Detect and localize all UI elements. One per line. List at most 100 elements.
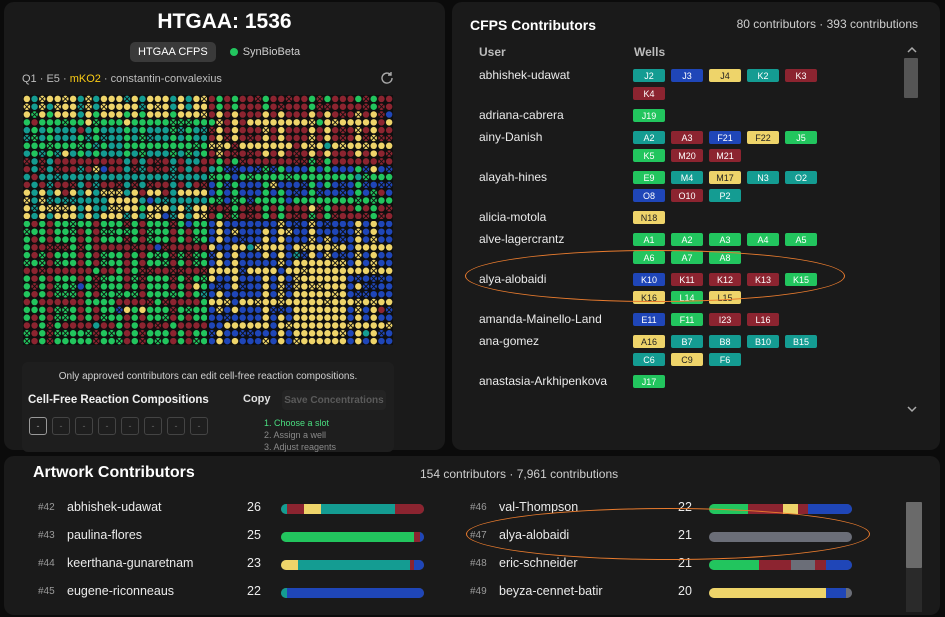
plate-well[interactable] <box>216 181 223 189</box>
plate-well[interactable] <box>262 251 270 259</box>
plate-well[interactable] <box>77 251 85 259</box>
plate-well[interactable] <box>193 173 200 181</box>
plate-well[interactable] <box>162 283 169 290</box>
plate-well[interactable] <box>31 158 38 165</box>
plate-well[interactable] <box>100 212 108 220</box>
plate-well[interactable] <box>247 267 254 275</box>
plate-well[interactable] <box>31 337 38 345</box>
plate-well[interactable] <box>239 322 246 329</box>
plate-well[interactable] <box>285 142 293 150</box>
plate-well[interactable] <box>123 290 131 298</box>
plate-well[interactable] <box>193 189 200 196</box>
plate-well[interactable] <box>92 290 100 298</box>
plate-well[interactable] <box>39 322 46 329</box>
plate-well[interactable] <box>108 290 115 298</box>
well-tag[interactable]: E9 <box>633 171 665 184</box>
plate-well[interactable] <box>193 205 200 212</box>
plate-well[interactable] <box>308 197 316 204</box>
plate-well[interactable] <box>316 337 324 345</box>
plate-well[interactable] <box>193 95 200 103</box>
plate-well[interactable] <box>162 275 169 282</box>
plate-well[interactable] <box>108 126 115 134</box>
plate-well[interactable] <box>146 150 154 157</box>
plate-well[interactable] <box>347 212 354 220</box>
plate-well[interactable] <box>170 244 177 251</box>
plate-well[interactable] <box>185 259 192 267</box>
plate-well[interactable] <box>92 267 100 275</box>
plate-well[interactable] <box>324 337 331 345</box>
plate-well[interactable] <box>362 298 370 306</box>
plate-well[interactable] <box>123 259 131 267</box>
plate-well[interactable] <box>355 142 362 150</box>
plate-well[interactable] <box>92 314 100 321</box>
plate-well[interactable] <box>378 189 385 196</box>
plate-well[interactable] <box>185 142 192 150</box>
plate-well[interactable] <box>355 205 362 212</box>
plate-well[interactable] <box>131 126 139 134</box>
plate-well[interactable] <box>139 283 146 290</box>
plate-well[interactable] <box>355 189 362 196</box>
plate-well[interactable] <box>100 142 108 150</box>
plate-well[interactable] <box>54 119 61 126</box>
plate-well[interactable] <box>208 103 216 110</box>
plate-well[interactable] <box>355 150 362 157</box>
plate-well[interactable] <box>262 189 270 196</box>
plate-well[interactable] <box>277 330 285 337</box>
plate-well[interactable] <box>239 142 246 150</box>
plate-well[interactable] <box>77 205 85 212</box>
plate-well[interactable] <box>339 322 347 329</box>
plate-well[interactable] <box>247 251 254 259</box>
plate-well[interactable] <box>262 259 270 267</box>
plate-well[interactable] <box>185 330 192 337</box>
plate-well[interactable] <box>46 259 54 267</box>
plate-well[interactable] <box>270 322 277 329</box>
plate-well[interactable] <box>146 306 154 314</box>
plate-well[interactable] <box>331 173 339 181</box>
plate-well[interactable] <box>285 314 293 321</box>
plate-well[interactable] <box>224 306 231 314</box>
plate-well[interactable] <box>23 290 31 298</box>
plate-well[interactable] <box>77 197 85 204</box>
plate-well[interactable] <box>208 298 216 306</box>
plate-well[interactable] <box>378 119 385 126</box>
plate-well[interactable] <box>193 306 200 314</box>
well-tag[interactable]: B10 <box>747 335 779 348</box>
plate-well[interactable] <box>224 251 231 259</box>
plate-well[interactable] <box>262 275 270 282</box>
well-tag[interactable]: J3 <box>671 69 703 82</box>
plate-well[interactable] <box>31 126 38 134</box>
plate-well[interactable] <box>92 134 100 142</box>
well-tag[interactable]: A7 <box>671 251 703 264</box>
plate-well[interactable] <box>146 197 154 204</box>
plate-well[interactable] <box>193 165 200 173</box>
plate-well[interactable] <box>270 197 277 204</box>
plate-well[interactable] <box>116 95 123 103</box>
plate-well[interactable] <box>355 212 362 220</box>
plate-well[interactable] <box>347 119 354 126</box>
plate-well[interactable] <box>324 134 331 142</box>
plate-well[interactable] <box>239 95 246 103</box>
plate-well[interactable] <box>216 158 223 165</box>
plate-well[interactable] <box>193 330 200 337</box>
plate-well[interactable] <box>54 212 61 220</box>
plate-well[interactable] <box>108 283 115 290</box>
plate-well[interactable] <box>231 298 239 306</box>
plate-well[interactable] <box>362 251 370 259</box>
plate-well[interactable] <box>277 158 285 165</box>
plate-well[interactable] <box>216 337 223 345</box>
plate-well[interactable] <box>254 150 262 157</box>
plate-well[interactable] <box>347 173 354 181</box>
plate-well[interactable] <box>31 103 38 110</box>
plate-well[interactable] <box>308 244 316 251</box>
plate-well[interactable] <box>239 244 246 251</box>
plate-well[interactable] <box>285 298 293 306</box>
plate-well[interactable] <box>301 150 308 157</box>
plate-well[interactable] <box>108 103 115 110</box>
plate-well[interactable] <box>385 158 393 165</box>
plate-well[interactable] <box>285 236 293 243</box>
plate-well[interactable] <box>370 165 377 173</box>
plate-well[interactable] <box>92 95 100 103</box>
plate-well[interactable] <box>123 111 131 118</box>
plate-well[interactable] <box>39 244 46 251</box>
plate-well[interactable] <box>262 158 270 165</box>
